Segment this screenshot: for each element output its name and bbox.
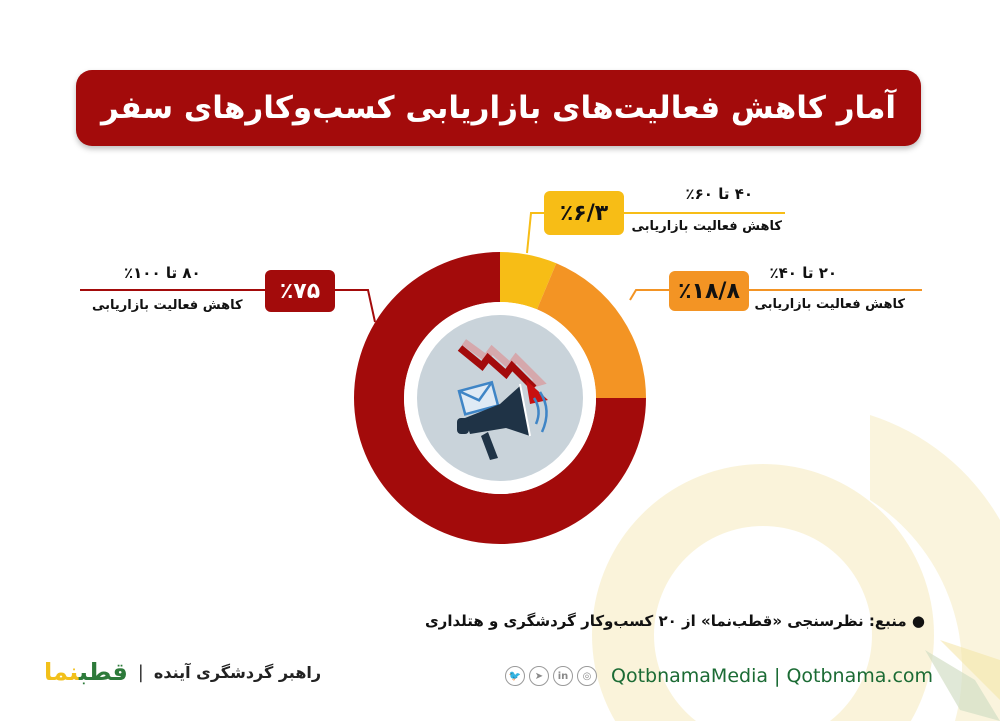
linkedin-icon[interactable]: in (553, 666, 573, 686)
brand-block: راهبر گردشگری آینده | قطبنما (44, 658, 321, 686)
desc-label-red: کاهش فعالیت بازاریابی (92, 298, 243, 313)
segment-orange (537, 263, 646, 398)
megaphone-icon (457, 339, 548, 460)
segment-red (354, 252, 646, 544)
segment-yellow (500, 252, 557, 310)
leader-lines (80, 212, 922, 323)
social-links: 🐦 ➤ in ◎ (505, 666, 597, 686)
title-banner: آمار کاهش فعالیت‌های بازاریابی کسب‌وکاره… (76, 70, 921, 146)
range-label-red: ۸۰ تا ۱۰۰٪ (124, 264, 201, 282)
value-badge-red: ٪۷۵ (265, 270, 335, 312)
brand-logo-part-b: نما (44, 658, 79, 686)
donut-chart (354, 252, 646, 544)
source-note: ● منبع: نظرسنجی «قطب‌نما» از ۲۰ کسب‌وکار… (424, 612, 925, 630)
desc-label-yellow: کاهش فعالیت بازاریابی (631, 219, 782, 234)
telegram-icon[interactable]: ➤ (529, 666, 549, 686)
range-label-orange: ۲۰ تا ۴۰٪ (769, 264, 838, 282)
range-label-yellow: ۴۰ تا ۶۰٪ (685, 185, 754, 203)
value-badge-orange: ٪۱۸/۸ (669, 271, 749, 311)
brand-separator: | (137, 661, 144, 683)
center-disc (417, 315, 583, 481)
page-title: آمار کاهش فعالیت‌های بازاریابی کسب‌وکاره… (100, 90, 897, 126)
brand-tagline: راهبر گردشگری آینده (153, 662, 322, 682)
social-handles[interactable]: QotbnamaMedia | Qotbnama.com (611, 665, 934, 687)
desc-label-orange: کاهش فعالیت بازاریابی (754, 297, 905, 312)
background-decoration (592, 415, 1000, 721)
value-badge-yellow: ٪۶/۳ (544, 191, 624, 235)
email-icon (457, 380, 500, 416)
brand-logo-part-a: قطب (78, 658, 128, 686)
brand-logo: قطبنما (44, 658, 128, 686)
instagram-icon[interactable]: ◎ (577, 666, 597, 686)
twitter-icon[interactable]: 🐦 (505, 666, 525, 686)
